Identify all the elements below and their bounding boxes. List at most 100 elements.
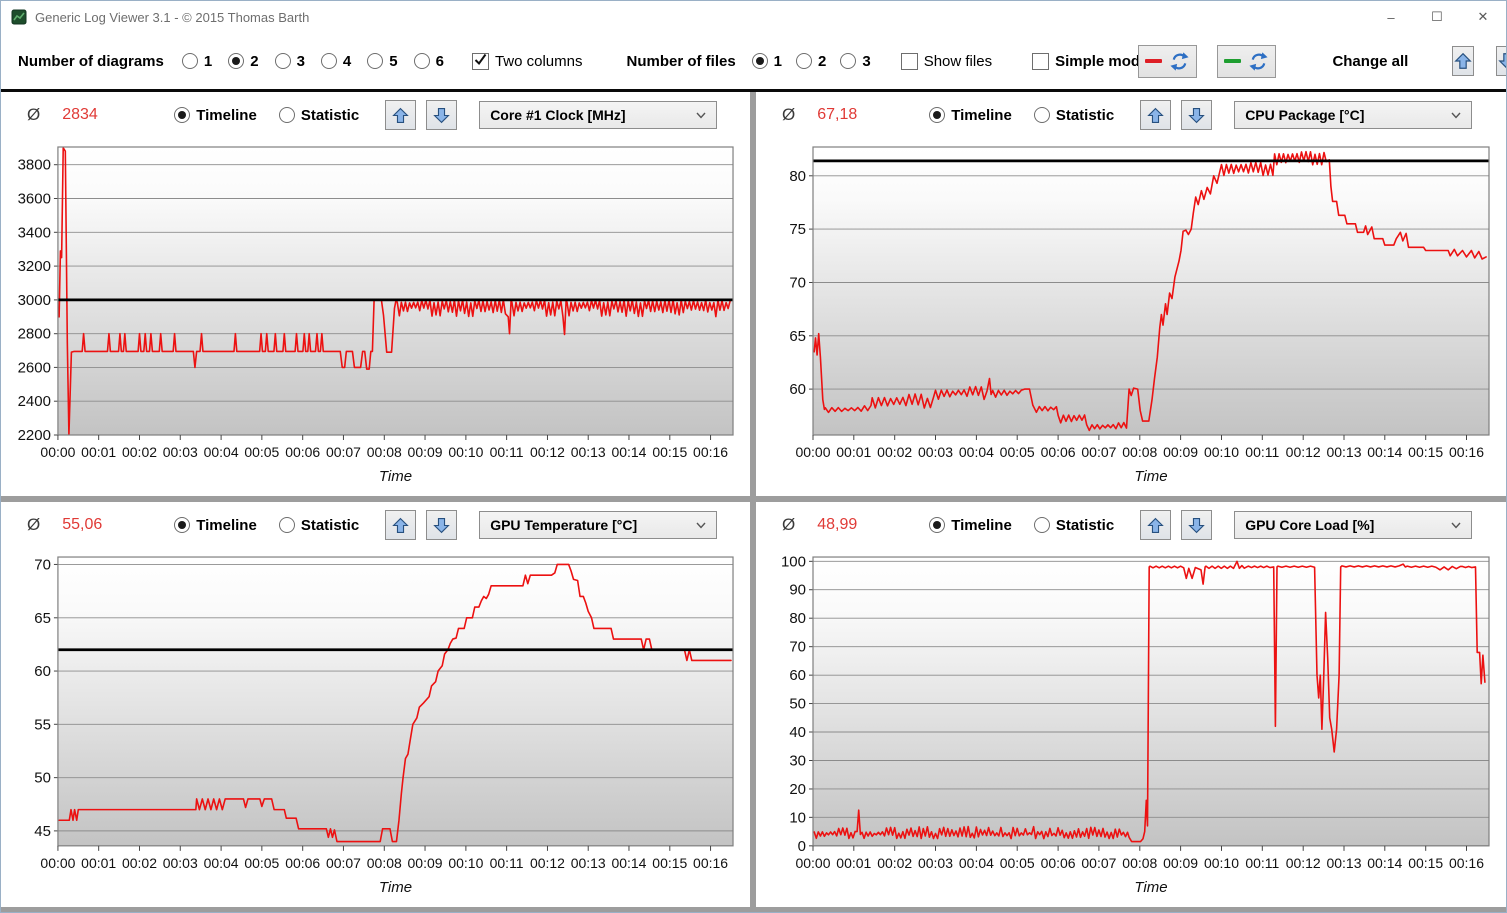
- move-up-button[interactable]: [1140, 510, 1172, 540]
- gpu-core-load-chart: 0 10 20 30 40 50 60 70 80 90 100 00:00 00:01 00:02 00:…: [781, 553, 1490, 896]
- svg-text:00:16: 00:16: [1449, 444, 1484, 460]
- radio-icon[interactable]: [278, 107, 295, 123]
- panel-cpu-package: Ø 67,18 Timeline Statistic CPU Package […: [756, 92, 1506, 496]
- svg-text:Time: Time: [379, 468, 412, 485]
- statistic-radio[interactable]: Statistic: [1033, 107, 1114, 124]
- svg-text:00:15: 00:15: [652, 444, 687, 460]
- number-of-diagrams-label: Number of diagrams: [18, 52, 164, 70]
- diagrams-option-1[interactable]: 1: [181, 53, 212, 70]
- radio-icon[interactable]: [278, 517, 295, 533]
- timeline-radio[interactable]: Timeline: [929, 107, 1012, 124]
- refresh-icon: [1249, 51, 1269, 71]
- metric-dropdown[interactable]: GPU Core Load [%]: [1234, 511, 1473, 539]
- svg-text:2800: 2800: [18, 326, 51, 343]
- close-button[interactable]: ✕: [1460, 1, 1506, 33]
- svg-text:80: 80: [789, 168, 806, 185]
- timeline-radio[interactable]: Timeline: [174, 517, 257, 534]
- svg-text:00:15: 00:15: [1408, 855, 1443, 871]
- arrow-up-icon: [392, 107, 409, 123]
- average-value: 67,18: [817, 106, 858, 123]
- svg-text:50: 50: [34, 770, 51, 787]
- radio-icon[interactable]: [274, 53, 291, 69]
- svg-text:00:13: 00:13: [1326, 444, 1361, 460]
- radio-selected-icon[interactable]: [228, 53, 245, 69]
- diagrams-option-4[interactable]: 4: [320, 53, 351, 70]
- svg-text:00:04: 00:04: [204, 444, 239, 460]
- radio-icon[interactable]: [840, 53, 857, 69]
- svg-text:00:09: 00:09: [408, 444, 443, 460]
- statistic-radio[interactable]: Statistic: [1033, 517, 1114, 534]
- timeline-radio[interactable]: Timeline: [174, 107, 257, 124]
- checkbox-icon[interactable]: [900, 52, 918, 70]
- move-down-button[interactable]: [426, 510, 458, 540]
- timeline-radio[interactable]: Timeline: [929, 517, 1012, 534]
- radio-icon[interactable]: [413, 53, 430, 69]
- title-bar: Generic Log Viewer 3.1 - © 2015 Thomas B…: [1, 1, 1506, 33]
- radio-icon[interactable]: [320, 53, 337, 69]
- radio-selected-icon[interactable]: [174, 517, 191, 533]
- radio-icon[interactable]: [181, 53, 198, 69]
- svg-text:2200: 2200: [18, 427, 51, 444]
- radio-selected-icon[interactable]: [174, 107, 191, 123]
- files-option-2[interactable]: 2: [796, 53, 826, 70]
- radio-icon[interactable]: [367, 53, 384, 69]
- minimize-button[interactable]: –: [1368, 1, 1414, 33]
- svg-text:00:14: 00:14: [611, 855, 646, 871]
- files-option-1[interactable]: 1: [751, 53, 782, 70]
- svg-text:00:12: 00:12: [1286, 444, 1321, 460]
- svg-text:00:05: 00:05: [244, 855, 279, 871]
- show-files-checkbox[interactable]: Show files: [900, 52, 992, 70]
- chevron-down-icon: [696, 522, 706, 529]
- statistic-radio[interactable]: Statistic: [278, 107, 359, 124]
- diagrams-option-6[interactable]: 6: [413, 53, 444, 70]
- window-title: Generic Log Viewer 3.1 - © 2015 Thomas B…: [35, 9, 310, 25]
- arrow-down-icon: [1188, 107, 1205, 123]
- svg-text:00:16: 00:16: [693, 444, 728, 460]
- move-down-button[interactable]: [1181, 100, 1213, 130]
- radio-selected-icon[interactable]: [751, 53, 768, 69]
- svg-text:90: 90: [789, 582, 806, 599]
- move-down-button[interactable]: [426, 100, 458, 130]
- cpu-package-chart: 60 65 70 75 80 00:00 00:01 00:02 00:03 00:04 00:05…: [789, 146, 1490, 485]
- svg-text:00:00: 00:00: [796, 855, 831, 871]
- svg-text:Time: Time: [1134, 879, 1167, 896]
- diagrams-option-2[interactable]: 2: [228, 53, 259, 70]
- move-up-button[interactable]: [385, 100, 417, 130]
- swap-file1-color-button[interactable]: [1138, 44, 1198, 78]
- chevron-down-icon: [696, 112, 706, 119]
- move-down-button[interactable]: [1181, 510, 1213, 540]
- radio-icon[interactable]: [1033, 517, 1050, 533]
- files-option-3[interactable]: 3: [840, 53, 871, 70]
- statistic-radio[interactable]: Statistic: [278, 517, 359, 534]
- simple-mode-checkbox[interactable]: Simple mode: [1032, 52, 1148, 70]
- checkbox-icon[interactable]: [1032, 52, 1050, 70]
- svg-text:00:07: 00:07: [1081, 855, 1116, 871]
- svg-text:00:12: 00:12: [530, 855, 565, 871]
- metric-dropdown[interactable]: Core #1 Clock [MHz]: [479, 101, 718, 129]
- metric-dropdown[interactable]: CPU Package [°C]: [1234, 101, 1473, 129]
- swap-file2-color-button[interactable]: [1217, 44, 1277, 78]
- radio-icon[interactable]: [796, 53, 813, 69]
- metric-dropdown[interactable]: GPU Temperature [°C]: [479, 511, 718, 539]
- move-up-button[interactable]: [1140, 100, 1172, 130]
- svg-text:00:01: 00:01: [81, 855, 116, 871]
- svg-text:00:08: 00:08: [1122, 444, 1157, 460]
- move-up-button[interactable]: [385, 510, 417, 540]
- maximize-button[interactable]: ☐: [1414, 1, 1460, 33]
- toolbar: Number of diagrams 1 2 3 4 5 6 Two colum…: [1, 33, 1506, 89]
- diagrams-option-5[interactable]: 5: [367, 53, 398, 70]
- svg-text:00:11: 00:11: [1245, 444, 1279, 460]
- checkbox-checked-icon[interactable]: [471, 52, 489, 70]
- svg-text:00:09: 00:09: [1163, 855, 1198, 871]
- two-columns-checkbox[interactable]: Two columns: [471, 52, 582, 70]
- radio-selected-icon[interactable]: [929, 517, 946, 533]
- svg-text:3400: 3400: [18, 224, 51, 241]
- change-all-up-button[interactable]: [1452, 46, 1475, 76]
- svg-text:00:15: 00:15: [1408, 444, 1443, 460]
- radio-selected-icon[interactable]: [929, 107, 946, 123]
- change-all-down-button[interactable]: [1496, 46, 1506, 76]
- svg-text:75: 75: [789, 221, 806, 238]
- diagrams-option-3[interactable]: 3: [274, 53, 305, 70]
- radio-icon[interactable]: [1033, 107, 1050, 123]
